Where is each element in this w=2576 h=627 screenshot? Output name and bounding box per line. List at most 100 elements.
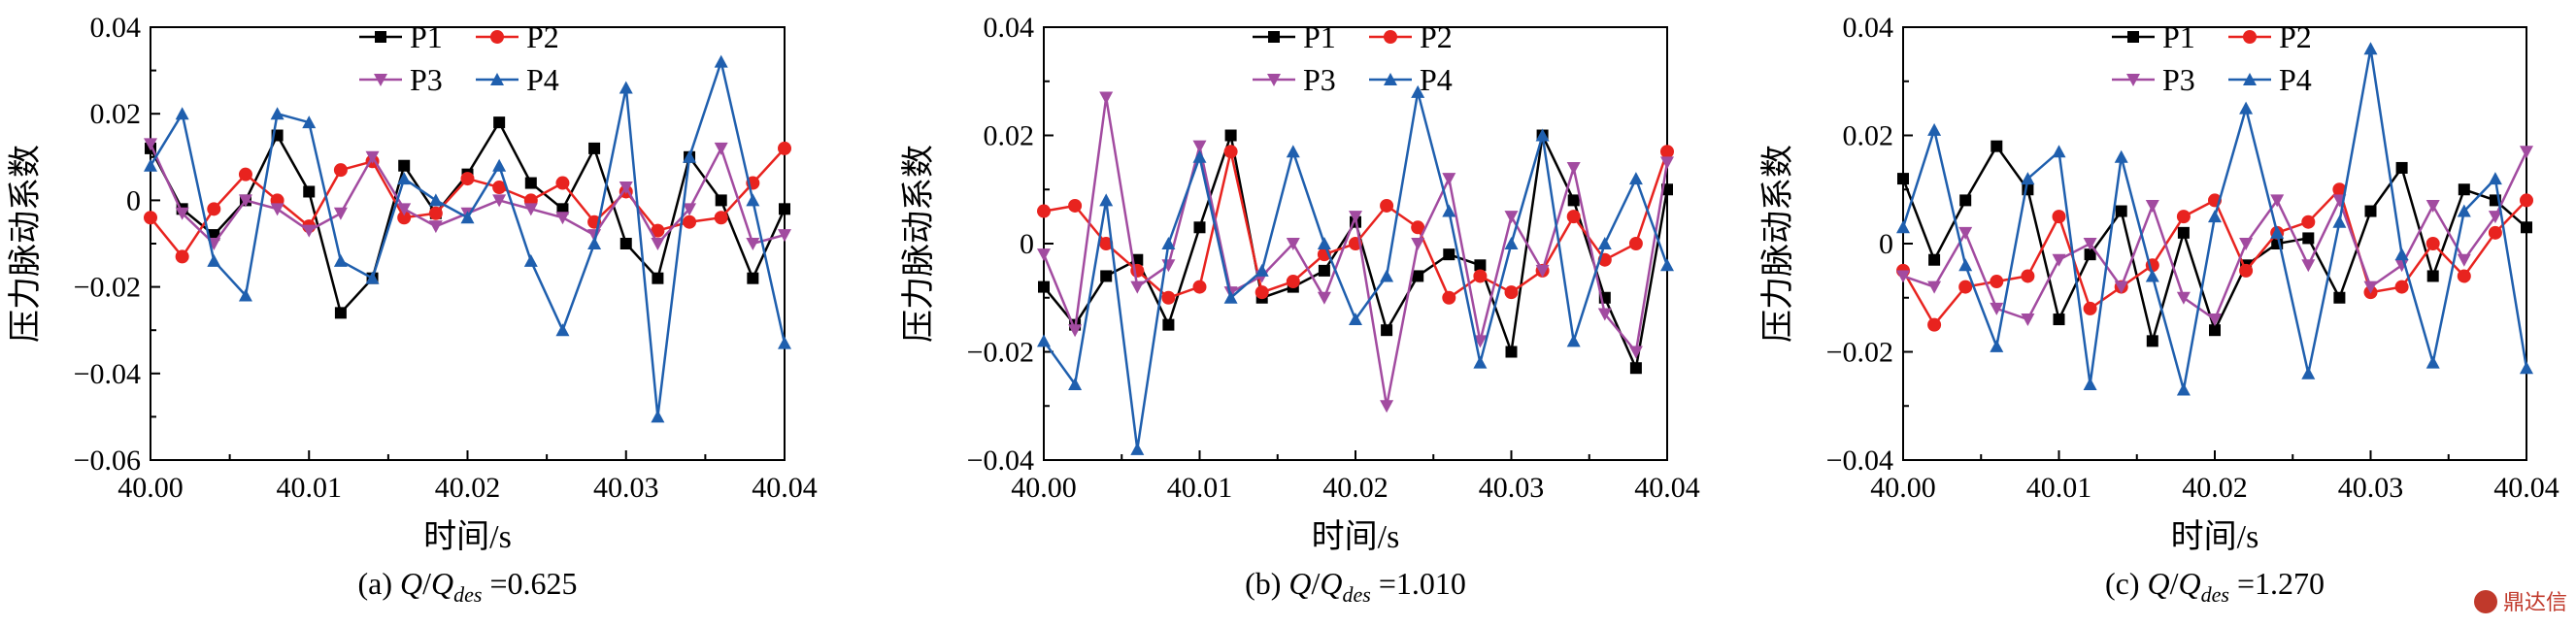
- data-point-p1: [1381, 324, 1393, 337]
- x-tick-label: 40.03: [593, 472, 659, 504]
- data-point-p4: [2239, 101, 2254, 115]
- data-point-p1: [2302, 232, 2315, 245]
- data-point-p4: [1192, 149, 1207, 163]
- watermark-text: 鼎达信: [2503, 591, 2567, 615]
- caption-part: Q: [2179, 566, 2201, 601]
- data-point-p4: [2208, 210, 2222, 223]
- caption-part: Q: [1288, 566, 1311, 601]
- data-point-p3: [1990, 302, 2004, 315]
- data-point-p4: [1990, 339, 2004, 352]
- data-point-p4: [238, 288, 252, 302]
- data-point-p4: [1161, 237, 1176, 249]
- data-point-p1: [2209, 324, 2221, 337]
- data-point-p2: [1628, 237, 1643, 250]
- y-tick-label: −0.02: [74, 272, 141, 304]
- y-tick-label: 0.02: [984, 120, 1035, 152]
- data-point-p1: [2084, 248, 2096, 261]
- x-tick-label: 40.00: [117, 472, 184, 504]
- data-point-p2: [2488, 225, 2502, 240]
- y-tick-label: −0.04: [1826, 445, 1893, 477]
- data-point-p2: [1255, 285, 1269, 300]
- caption-part: des: [1343, 582, 1371, 607]
- data-point-p2: [1504, 285, 1519, 300]
- data-point-p3: [397, 203, 412, 216]
- legend-entry-p4: P4: [476, 62, 559, 97]
- legend-label: P1: [1303, 19, 1336, 54]
- data-point-p4: [2052, 145, 2066, 158]
- data-point-p4: [555, 323, 570, 337]
- data-point-p1: [398, 159, 411, 172]
- series-line-p4: [149, 57, 786, 417]
- data-point-p3: [2425, 199, 2440, 213]
- data-point-p4: [365, 271, 380, 284]
- data-point-p3: [1411, 238, 1425, 250]
- data-point-p3: [1192, 140, 1207, 153]
- y-tick-label: −0.04: [74, 358, 141, 390]
- y-tick-label: 0.04: [984, 12, 1035, 44]
- y-tick-label: 0: [1020, 228, 1034, 260]
- legend-label: P2: [1420, 19, 1453, 54]
- legend-marker: [490, 30, 504, 44]
- legend-marker: [1267, 74, 1281, 86]
- legend-marker: [375, 31, 386, 43]
- y-axis-title: 压力脉动系数: [1759, 145, 1796, 343]
- data-point-p2: [2052, 210, 2066, 224]
- data-point-p3: [428, 220, 443, 234]
- data-point-p2: [144, 211, 157, 225]
- data-point-p3: [1380, 400, 1394, 413]
- y-tick-label: 0.04: [90, 12, 142, 44]
- data-point-p3: [523, 203, 538, 216]
- data-point-p4: [2457, 204, 2471, 217]
- caption-part: (a): [358, 566, 401, 601]
- data-point-p1: [1928, 253, 1941, 266]
- data-point-p2: [1161, 290, 1176, 305]
- data-point-p4: [1317, 237, 1331, 249]
- data-point-p3: [683, 203, 697, 216]
- data-point-p3: [778, 229, 791, 243]
- data-point-p2: [2394, 280, 2409, 294]
- data-point-p3: [2208, 314, 2222, 327]
- legend-entry-p1: P1: [359, 19, 443, 54]
- data-point-p1: [619, 238, 632, 249]
- data-point-p3: [1130, 280, 1145, 294]
- data-point-p2: [651, 223, 665, 238]
- x-tick-label: 40.03: [2338, 472, 2404, 504]
- legend-marker: [2243, 73, 2257, 85]
- data-point-p1: [2521, 221, 2532, 234]
- series-p4: [144, 54, 791, 423]
- data-point-p4: [2363, 42, 2378, 55]
- data-point-p1: [779, 203, 790, 215]
- x-tick-label: 40.02: [435, 472, 501, 504]
- legend-entry-p1: P1: [1253, 19, 1336, 54]
- data-point-p2: [1660, 145, 1674, 159]
- series-p3: [1037, 91, 1674, 413]
- data-point-p4: [460, 211, 475, 224]
- data-point-p4: [2145, 269, 2159, 282]
- x-tick-label: 40.00: [1870, 472, 1936, 504]
- series-p2: [1896, 182, 2533, 332]
- data-point-p4: [2114, 149, 2128, 163]
- data-point-p4: [778, 336, 791, 349]
- data-point-p3: [144, 138, 157, 151]
- data-point-p4: [2176, 382, 2191, 396]
- data-point-p4: [492, 158, 507, 172]
- data-point-p4: [1597, 237, 1612, 249]
- data-point-p1: [2458, 183, 2470, 196]
- data-point-p2: [1990, 275, 2004, 289]
- data-point-p1: [1162, 318, 1175, 331]
- data-point-p2: [1958, 280, 1973, 294]
- data-point-p4: [1442, 204, 1456, 217]
- legend-entry-p2: P2: [476, 19, 559, 54]
- data-point-p2: [1927, 317, 1942, 332]
- x-tick-label: 40.00: [1011, 472, 1077, 504]
- data-point-p3: [492, 194, 507, 208]
- data-point-p2: [1566, 210, 1581, 224]
- data-point-p2: [2176, 210, 2191, 224]
- data-point-p1: [1224, 129, 1237, 142]
- data-point-p4: [2394, 248, 2409, 261]
- data-point-p1: [2426, 270, 2439, 282]
- data-point-p3: [1473, 335, 1488, 348]
- data-point-p3: [2083, 238, 2097, 250]
- data-point-p2: [1411, 220, 1425, 235]
- x-tick-label: 40.02: [2182, 472, 2248, 504]
